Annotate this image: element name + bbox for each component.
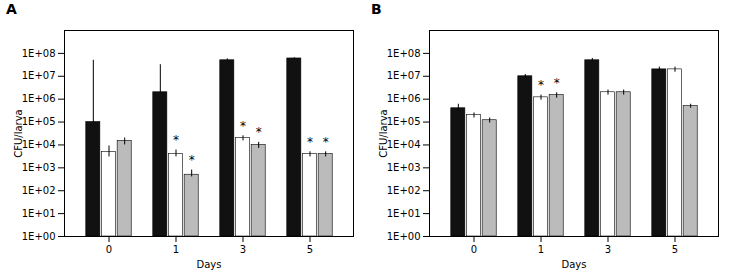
svg-text:1: 1 [173, 244, 179, 255]
svg-text:3: 3 [605, 244, 611, 255]
svg-text:1E+06: 1E+06 [22, 93, 56, 104]
html-text:B: B [371, 1, 382, 17]
svg-text:1E+03: 1E+03 [387, 162, 421, 173]
svg-text:1E+01: 1E+01 [387, 208, 421, 219]
svg-text:*: * [307, 135, 313, 149]
svg-text:1E+05: 1E+05 [22, 116, 56, 127]
svg-text:CFU/larva: CFU/larva [13, 109, 24, 158]
svg-text:Days: Days [197, 259, 222, 270]
svg-text:5: 5 [307, 244, 313, 255]
svg-text:*: * [538, 78, 544, 92]
svg-text:1E+04: 1E+04 [22, 139, 56, 150]
svg-text:1E+04: 1E+04 [387, 139, 421, 150]
svg-text:*: * [240, 119, 246, 133]
svg-text:*: * [323, 135, 329, 149]
svg-text:1E+08: 1E+08 [387, 48, 421, 59]
svg-text:1E+02: 1E+02 [22, 185, 56, 196]
svg-text:1E+07: 1E+07 [387, 70, 421, 81]
svg-text:0: 0 [106, 244, 112, 255]
svg-text:1: 1 [538, 244, 544, 255]
svg-text:1E+06: 1E+06 [387, 93, 421, 104]
svg-text:*: * [554, 76, 560, 90]
svg-text:5: 5 [672, 244, 678, 255]
svg-text:*: * [173, 133, 179, 147]
svg-text:1E+01: 1E+01 [22, 208, 56, 219]
svg-text:0: 0 [471, 244, 477, 255]
svg-text:1E+08: 1E+08 [22, 48, 56, 59]
svg-text:CFU/larva: CFU/larva [378, 109, 389, 158]
svg-text:*: * [256, 125, 262, 139]
svg-text:1E+05: 1E+05 [387, 116, 421, 127]
svg-text:1E+07: 1E+07 [22, 70, 56, 81]
html-text:A: A [6, 1, 17, 17]
svg-text:*: * [189, 153, 195, 167]
svg-text:Days: Days [562, 259, 587, 270]
svg-text:3: 3 [240, 244, 246, 255]
svg-text:1E+00: 1E+00 [387, 231, 421, 242]
svg-text:1E+03: 1E+03 [22, 162, 56, 173]
svg-text:1E+00: 1E+00 [22, 231, 56, 242]
svg-text:1E+02: 1E+02 [387, 185, 421, 196]
